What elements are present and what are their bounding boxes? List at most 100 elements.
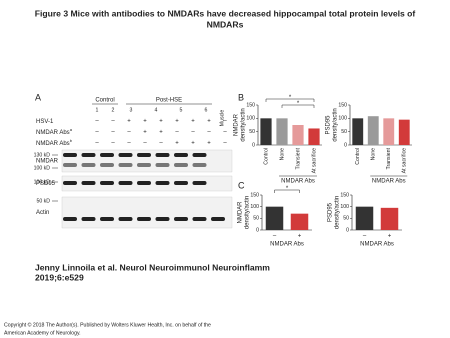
band (137, 217, 151, 221)
bar (383, 118, 395, 145)
y-tick-label: 150 (338, 102, 347, 108)
row-mark: – (223, 141, 227, 147)
row-mark: – (191, 130, 195, 136)
band (81, 217, 96, 221)
y-tick-label: 0 (256, 227, 259, 233)
x-tick-label: At sacrifice (311, 148, 317, 173)
x-tick-label: – (273, 234, 277, 240)
row-mark: + (159, 119, 163, 125)
row-label-text: NMDAR Abs (36, 130, 70, 136)
title: NMDARs (207, 19, 244, 29)
copyright: American Academy of Neurology. (4, 330, 81, 336)
y-tick-label: 0 (344, 142, 347, 148)
lane-number: 3 (130, 107, 133, 113)
y-axis-label: density/actin (333, 108, 339, 141)
row-mark: – (223, 130, 227, 136)
y-tick-label: 50 (253, 216, 259, 222)
band (118, 153, 133, 157)
sig-bracket (265, 98, 315, 102)
band (118, 217, 133, 221)
band (63, 163, 77, 167)
group-label: NMDAR Abs (270, 242, 304, 248)
row-mark: – (127, 141, 131, 147)
row-mark: + (143, 130, 147, 136)
band (174, 153, 188, 157)
y-axis-label: PSD95 (326, 115, 332, 135)
band (192, 163, 207, 167)
lane-number: 2 (112, 107, 115, 113)
bar (355, 206, 374, 230)
x-tick-label: + (388, 234, 392, 240)
y-axis-label: density/actin (241, 108, 247, 141)
group-label: Post-HSE (156, 98, 182, 104)
blot (61, 196, 233, 229)
y-tick-label: 0 (252, 142, 255, 148)
bar (260, 118, 272, 145)
row-mark: – (159, 141, 163, 147)
row-mark: + (159, 130, 163, 136)
lane-number: 5 (180, 107, 183, 113)
copyright: Copyright © 2018 The Author(s). Publishe… (4, 321, 211, 328)
band (137, 163, 151, 167)
x-tick-label: Control (263, 148, 269, 165)
band (155, 217, 170, 221)
band (192, 153, 207, 157)
size-marker: 100 kD (34, 165, 51, 171)
band (192, 181, 207, 185)
row-mark: + (191, 141, 195, 147)
row-mark: – (111, 119, 115, 125)
x-tick-label: Transient (295, 147, 301, 169)
group-label: NMDAR Abs (372, 179, 406, 185)
band (174, 163, 188, 167)
bar (292, 125, 304, 145)
band (155, 163, 170, 167)
row-mark: + (175, 119, 179, 125)
band (137, 153, 151, 157)
bar (290, 213, 309, 230)
size-marker: 100 kD (34, 179, 51, 185)
row-mark: – (207, 130, 211, 136)
group-label: NMDAR Abs (360, 242, 394, 248)
band (63, 153, 77, 157)
panel-label: C (238, 180, 245, 190)
bar (265, 206, 284, 230)
row-mark: – (175, 130, 179, 136)
citation: Jenny Linnoila et al. Neurol Neuroimmuno… (35, 262, 270, 272)
band (81, 163, 96, 167)
title: Figure 3 Mice with antibodies to NMDARs … (35, 8, 416, 18)
band (155, 153, 170, 157)
row-label-text: HSV-1 (36, 119, 54, 125)
x-tick-label: None (371, 148, 377, 161)
lane-number: 6 (205, 107, 208, 113)
sig-star: * (286, 186, 289, 192)
y-tick-label: 50 (341, 129, 347, 135)
band (100, 163, 114, 167)
x-tick-label: – (363, 234, 367, 240)
panel-label: A (35, 92, 41, 102)
x-tick-label: Control (355, 148, 361, 165)
row-mark: – (95, 119, 99, 125)
size-marker: 130 kD (34, 152, 51, 158)
band (118, 181, 133, 185)
size-marker: 50 kD (36, 198, 50, 204)
bar (308, 128, 320, 145)
row-mark: + (207, 119, 211, 125)
row-mark: + (175, 141, 179, 147)
y-axis-label: NMDAR (234, 113, 240, 136)
lane-number: 4 (155, 107, 158, 113)
muscle-label: Muscle (219, 110, 225, 127)
row-mark: – (95, 141, 99, 147)
y-tick-label: 100 (250, 204, 259, 210)
y-axis-label: PSD95 (328, 202, 334, 222)
band (100, 153, 114, 157)
bar (352, 118, 364, 145)
row-label: HSV-1 (36, 119, 54, 125)
lane-number: 1 (96, 107, 99, 113)
row-label: NMDAR Absb (36, 138, 73, 147)
x-tick-label: Transient (386, 147, 392, 169)
band (137, 181, 151, 185)
y-tick-label: 0 (346, 227, 349, 233)
row-label-sup: a (70, 127, 73, 132)
y-tick-label: 150 (250, 192, 259, 198)
